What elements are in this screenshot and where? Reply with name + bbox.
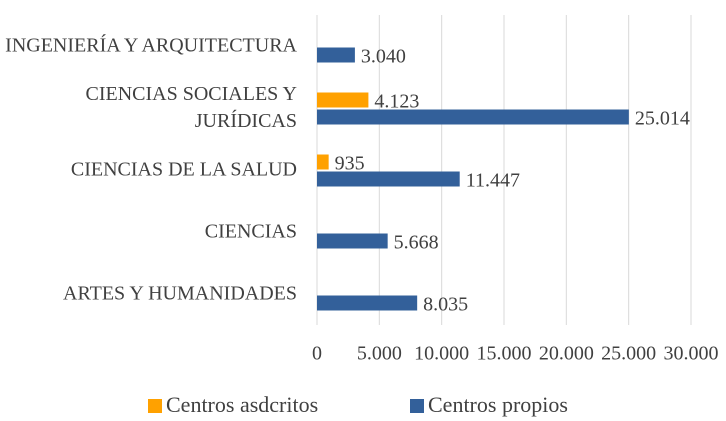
- x-tick-label: 0: [312, 343, 322, 365]
- bar: [317, 295, 418, 311]
- data-label: 4.123: [374, 91, 419, 113]
- data-label: 3.040: [361, 46, 406, 68]
- x-tick-label: 30.000: [664, 343, 719, 365]
- data-label: 935: [335, 153, 365, 175]
- y-tick-label: CIENCIAS: [204, 220, 297, 243]
- y-tick-label: CIENCIAS SOCIALES Y JURÍDICAS: [85, 83, 298, 132]
- data-label: 5.668: [394, 232, 439, 254]
- bar: [317, 171, 460, 187]
- legend-swatch: [410, 399, 424, 413]
- x-tick-label: 25.000: [601, 343, 656, 365]
- y-tick-label: INGENIERÍA Y ARQUITECTURA: [5, 34, 297, 57]
- x-tick-label: 5.000: [357, 343, 402, 365]
- legend-swatch: [148, 399, 162, 413]
- data-label: 11.447: [466, 170, 520, 192]
- legend-label: Centros asdcritos: [166, 392, 318, 417]
- data-label: 8.035: [423, 294, 468, 316]
- x-tick-label: 15.000: [477, 343, 532, 365]
- bar: [317, 154, 329, 170]
- x-tick-label: 10.000: [414, 343, 469, 365]
- data-label: 25.014: [635, 108, 690, 130]
- bar: [317, 92, 369, 108]
- bar: [317, 47, 355, 63]
- bar: [317, 233, 388, 249]
- x-tick-label: 20.000: [539, 343, 594, 365]
- legend-label: Centros propios: [428, 392, 568, 417]
- bar: [317, 109, 629, 125]
- y-tick-label: CIENCIAS DE LA SALUD: [70, 158, 297, 181]
- y-tick-label: ARTES Y HUMANIDADES: [63, 282, 297, 305]
